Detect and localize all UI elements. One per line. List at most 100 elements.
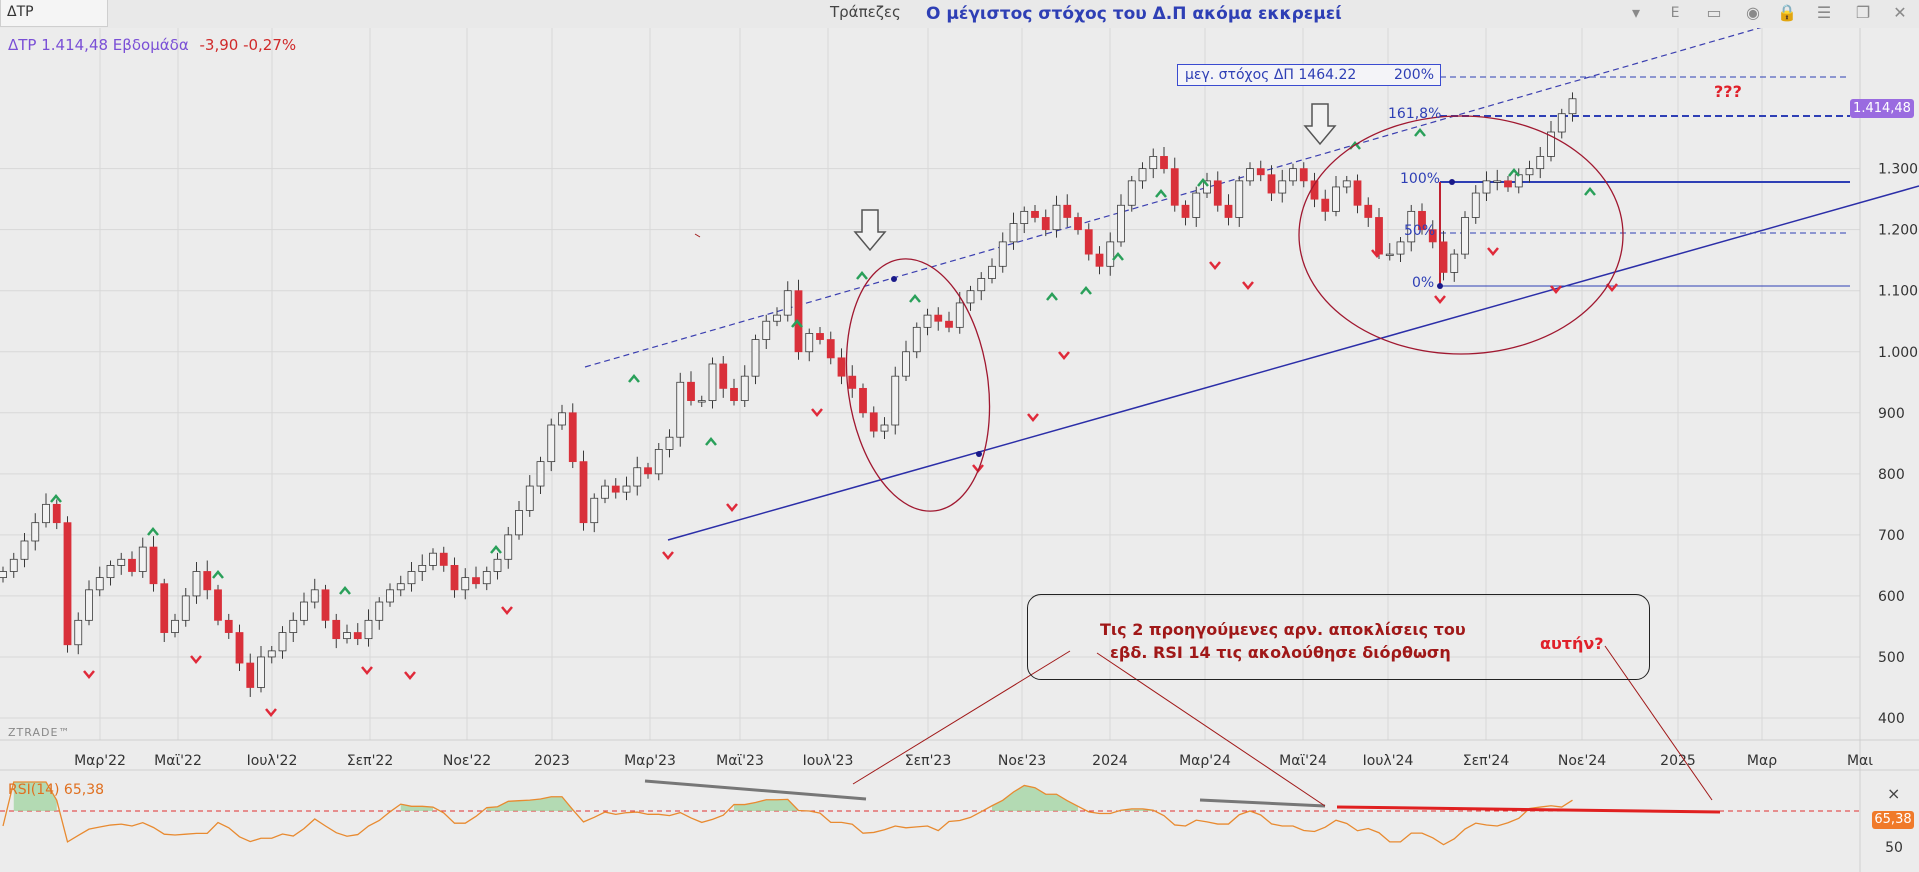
fib-label-50: 50% bbox=[1404, 223, 1436, 239]
x-tick-label: Νοε'23 bbox=[998, 753, 1046, 769]
chevron-down-icon[interactable]: ▾ bbox=[1631, 3, 1641, 22]
candle-body bbox=[0, 571, 7, 579]
sell-signal-icon bbox=[265, 708, 277, 717]
candle-body bbox=[644, 467, 652, 475]
target-percent: 200% bbox=[1393, 67, 1434, 83]
candle-body bbox=[826, 339, 835, 359]
candle-body bbox=[1385, 253, 1394, 256]
y-tick-label: 1.100 bbox=[1878, 284, 1918, 300]
candle-body bbox=[1482, 180, 1491, 194]
candle-body bbox=[321, 589, 330, 621]
candle-body bbox=[848, 375, 857, 389]
candle-body bbox=[1256, 168, 1265, 176]
candle-body bbox=[353, 632, 362, 640]
fib-anchor-dot bbox=[1437, 283, 1443, 289]
candle-body bbox=[1364, 204, 1373, 218]
y-tick-label: 1.300 bbox=[1878, 162, 1918, 178]
candle-body bbox=[246, 662, 255, 688]
sell-signal-icon bbox=[1606, 283, 1618, 292]
candle-body bbox=[181, 595, 190, 621]
candle-body bbox=[1031, 210, 1039, 218]
candle-body bbox=[1332, 186, 1340, 212]
candle-body bbox=[1041, 217, 1050, 231]
candle-body bbox=[171, 619, 179, 633]
sell-signal-icon bbox=[83, 670, 95, 679]
channel-anchor-dot bbox=[976, 451, 982, 457]
menu-icon[interactable]: ☰ bbox=[1816, 3, 1832, 22]
symbol-tab[interactable]: ΔΤΡ bbox=[0, 0, 108, 27]
y-tick-label: 500 bbox=[1878, 650, 1905, 666]
sell-signal-icon bbox=[190, 655, 202, 664]
candle-body bbox=[439, 552, 448, 566]
note-pointer-line bbox=[1604, 645, 1713, 801]
candle-body bbox=[1493, 180, 1502, 183]
layout-icon[interactable]: ▭ bbox=[1706, 3, 1722, 22]
candle-body bbox=[687, 381, 695, 401]
candle-body bbox=[343, 632, 351, 640]
candle-body bbox=[1052, 204, 1061, 231]
price-chart[interactable]: 400 500 600 700 800 900 1.000 1.100 1.200 1.300 Μα… bbox=[0, 28, 1919, 872]
candle-body bbox=[74, 619, 83, 646]
sell-signal-icon bbox=[1027, 413, 1039, 422]
candle-body bbox=[235, 632, 244, 664]
x-tick-label: 2023 bbox=[534, 753, 570, 769]
candle-body bbox=[945, 320, 953, 328]
restore-window-icon[interactable]: ❐ bbox=[1855, 3, 1871, 22]
candle-body bbox=[1428, 229, 1437, 243]
candle-body bbox=[396, 583, 405, 591]
note-pointer-line bbox=[1096, 652, 1326, 807]
y-tick-label: 400 bbox=[1878, 711, 1905, 727]
candle-body bbox=[1203, 180, 1211, 194]
fib-anchor-dot bbox=[1449, 179, 1455, 185]
close-icon[interactable]: ✕ bbox=[1893, 3, 1907, 22]
x-tick-label: Σεπ'22 bbox=[347, 753, 394, 769]
buy-signal-icon bbox=[339, 586, 351, 595]
down-arrow-icon bbox=[853, 209, 887, 252]
x-tick-label: Μαρ bbox=[1747, 753, 1777, 769]
sell-signal-icon bbox=[1242, 281, 1254, 290]
candle-body bbox=[450, 565, 459, 591]
highlight-ellipse bbox=[845, 258, 991, 512]
candle-body bbox=[590, 497, 599, 524]
buy-signal-icon bbox=[1112, 252, 1124, 261]
sell-signal-icon bbox=[1058, 351, 1070, 360]
candle-body bbox=[1342, 180, 1351, 188]
candle-body bbox=[20, 540, 29, 560]
sell-signal-icon bbox=[1550, 285, 1562, 294]
candle-body bbox=[1084, 229, 1093, 255]
candle-body bbox=[310, 589, 319, 603]
candle-body bbox=[891, 375, 900, 426]
close-indicator-icon[interactable]: × bbox=[1887, 784, 1901, 803]
candle-body bbox=[63, 522, 72, 646]
lock-icon[interactable]: 🔒 bbox=[1777, 3, 1797, 22]
candle-body bbox=[988, 265, 996, 279]
candle-body bbox=[461, 577, 470, 591]
buy-signal-icon bbox=[909, 294, 921, 303]
symbol-price-label: ΔΤΡ 1.414,48 Εβδομάδα bbox=[8, 36, 189, 54]
change-label: -3,90 -0,27% bbox=[199, 36, 297, 54]
candle-body bbox=[1471, 192, 1480, 218]
channel-lower-line bbox=[667, 185, 1919, 541]
sell-signal-icon bbox=[662, 551, 674, 560]
x-tick-label: Σεπ'24 bbox=[1463, 753, 1510, 769]
sell-signal-icon bbox=[1434, 295, 1446, 304]
candle-body bbox=[1170, 168, 1179, 206]
candle-body bbox=[966, 290, 975, 304]
candle-body bbox=[9, 558, 18, 572]
y-tick-label: 1.200 bbox=[1878, 223, 1918, 239]
note-this: αυτήν? bbox=[1540, 634, 1604, 653]
letter-e-button[interactable]: E bbox=[1670, 5, 1680, 21]
candle-body bbox=[1536, 156, 1545, 170]
candle-body bbox=[1396, 241, 1405, 255]
candle-body bbox=[364, 619, 373, 640]
y-tick-label: 700 bbox=[1878, 528, 1905, 544]
buy-signal-icon bbox=[490, 545, 502, 554]
candle-body bbox=[85, 589, 93, 621]
candle-body bbox=[515, 510, 523, 536]
candle-body bbox=[1289, 168, 1297, 182]
candle-body bbox=[783, 290, 792, 316]
candle-body bbox=[816, 333, 824, 340]
x-tick-label: Μαρ'23 bbox=[624, 753, 676, 769]
candle-body bbox=[1213, 180, 1222, 206]
comment-icon[interactable]: ◉ bbox=[1746, 3, 1760, 22]
